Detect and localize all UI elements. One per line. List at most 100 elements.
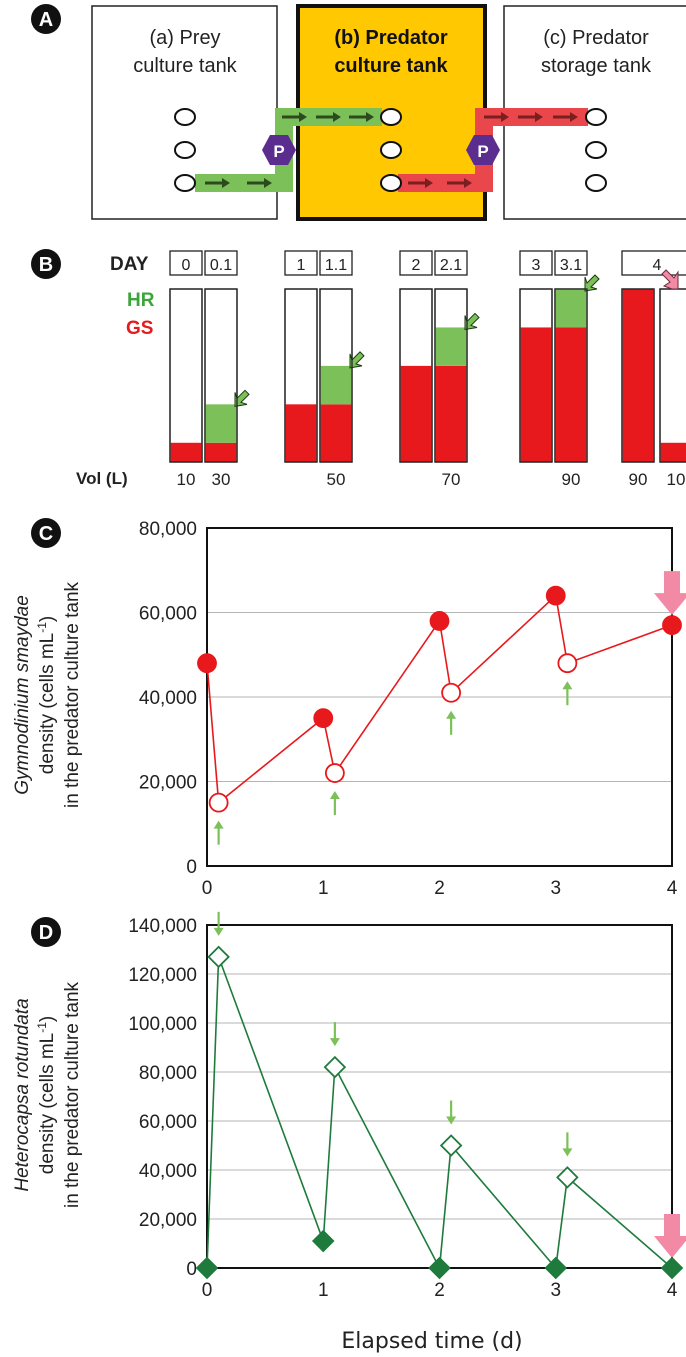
data-point-filled [197, 653, 217, 674]
y-tick-label: 120,000 [128, 965, 197, 986]
day-box [284, 250, 318, 276]
x-tick-label: 2 [434, 878, 445, 899]
green-flow-arrows [205, 112, 374, 188]
y-tick-label: 140,000 [128, 916, 197, 937]
day-box-label: 0 [182, 257, 191, 274]
volume-bar-gs [520, 327, 552, 462]
feed-arrow-head [329, 1038, 340, 1047]
predator-tank-title-line2: culture tank [334, 55, 448, 77]
feed-arrow-head [329, 791, 340, 800]
red-flow-arrows [408, 112, 578, 188]
volume-bar-border [319, 288, 353, 463]
chart-c-ylabel-units: density (cells mL-1) [35, 616, 58, 775]
volume-label: 10 [667, 470, 686, 489]
harvest-arrow [654, 1214, 686, 1258]
volume-bar-outline [659, 288, 686, 463]
data-point-filled [545, 585, 566, 606]
data-point-filled [429, 611, 450, 631]
gs-label: GS [126, 318, 153, 339]
x-tick-label: 4 [667, 1280, 678, 1301]
volume-label: 10 [177, 470, 196, 489]
chart-c-ylabel-location: in the predator culture tank [62, 581, 83, 808]
volume-bar-hr [555, 289, 587, 328]
panel-c-badge [31, 518, 61, 548]
day-box [169, 250, 203, 276]
hr-inflow-arrow [584, 274, 600, 292]
prey-tank-title-line1: (a) Prey [149, 27, 220, 49]
feed-arrow-head [446, 1116, 457, 1125]
series-line [206, 956, 673, 1271]
y-tick-label: 40,000 [139, 1161, 197, 1182]
data-point-open [207, 945, 230, 969]
volume-label: 90 [562, 470, 581, 489]
volume-bar-hr [320, 365, 352, 405]
panel-d-badge [31, 917, 61, 947]
pump-icon: P [262, 135, 296, 165]
feed-arrow-head [562, 1148, 573, 1157]
data-point-filled [313, 708, 334, 729]
y-tick-label: 60,000 [139, 604, 197, 625]
day-box-label: 3 [532, 257, 541, 274]
volume-label: 90 [629, 470, 648, 489]
prey-tank-title-line2: culture tank [133, 55, 237, 77]
panel-c-letter: C [39, 523, 53, 545]
chart-d-plot: 0 20,000 40,000 60,000 80,000 100,000 120,000 1… [128, 911, 686, 1301]
day-box-label: 2 [412, 257, 421, 274]
pump-label-2: P [477, 142, 488, 161]
x-tick-label: 1 [318, 1280, 329, 1301]
x-tick-label: 2 [434, 1280, 445, 1301]
y-tick-label: 80,000 [139, 519, 197, 540]
data-point-filled [662, 615, 682, 636]
day-box [204, 250, 238, 276]
panel-c: C Gymnodinium smaydae density (cells mL-… [12, 518, 686, 899]
day-box-label: 1.1 [325, 257, 347, 274]
day-box-label: 0.1 [210, 257, 232, 274]
x-tick-label: 4 [667, 878, 678, 899]
chart-c-ylabel-species: Gymnodinium smaydae [12, 595, 33, 795]
volume-bar-border [621, 288, 655, 463]
volume-bar-gs [320, 404, 352, 462]
volume-bar-gs [622, 289, 654, 462]
data-point-open [441, 682, 462, 703]
harvest-arrow [654, 571, 686, 616]
day-box [399, 250, 433, 276]
volume-bar-border [204, 288, 238, 463]
volume-bar-border [284, 288, 318, 463]
data-point-open [556, 1166, 579, 1189]
feed-arrow-head [213, 927, 224, 936]
data-point-open [557, 653, 578, 674]
day-box [319, 250, 353, 276]
day-boxes: 0 0.1 1 1.1 2 2.1 3 3.1 4 [169, 250, 686, 276]
plot-frame [206, 527, 673, 867]
volume-bar-gs [400, 365, 432, 462]
volume-bar-gs [555, 327, 587, 462]
x-tick-label: 3 [550, 1280, 561, 1301]
volume-bar-gs [435, 365, 467, 462]
y-tick-label: 20,000 [139, 773, 197, 794]
pink-outflow-arrow [661, 269, 679, 290]
volume-bar-border [434, 288, 468, 463]
volume-label: 30 [212, 470, 231, 489]
y-tick-label: 60,000 [139, 1112, 197, 1133]
day-label: DAY [110, 254, 149, 275]
volume-bar-border [554, 288, 588, 463]
x-tick-label: 0 [202, 1280, 213, 1301]
data-point-filled [195, 1256, 219, 1280]
hr-inflow-arrow [464, 312, 480, 331]
pump-icon: P [466, 135, 500, 165]
panel-b-badge [31, 249, 61, 279]
panel-b: B DAY HR GS Vol (L) 0 0.1 1 1.1 2 2.1 3 3.1 4 10… [31, 249, 686, 489]
panel-b-letter: B [39, 254, 53, 276]
tank-ports [174, 108, 607, 192]
y-tick-label: 40,000 [139, 688, 197, 709]
data-point-open [324, 763, 345, 783]
day-box [519, 250, 553, 276]
data-point-filled [428, 1256, 451, 1280]
day-box [621, 250, 686, 276]
storage-tank-title-line2: storage tank [541, 55, 652, 77]
data-point-open [439, 1134, 463, 1157]
x-tick-label: 0 [202, 878, 213, 899]
y-tick-label: 0 [186, 1259, 197, 1280]
day-box-label: 4 [653, 257, 662, 274]
